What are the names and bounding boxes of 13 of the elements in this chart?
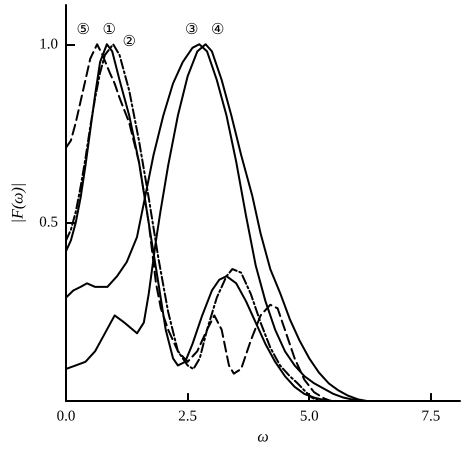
series-label: ④ (211, 22, 224, 38)
series-label: ⑤ (76, 22, 90, 38)
y-tick-label: 0.5 (39, 214, 58, 231)
x-tick-label: 2.5 (178, 408, 197, 425)
y-axis-title: |F(ω)| (10, 182, 26, 224)
y-tick-label: 1.0 (39, 36, 58, 52)
series-label: ③ (184, 22, 198, 38)
series-label: ① (102, 22, 116, 38)
x-axis-title: ω (257, 428, 269, 446)
series-label: ② (122, 34, 136, 50)
x-tick-label: 7.5 (421, 408, 440, 425)
x-tick-label: 0.0 (56, 408, 76, 425)
x-tick-label: 5.0 (300, 408, 319, 425)
